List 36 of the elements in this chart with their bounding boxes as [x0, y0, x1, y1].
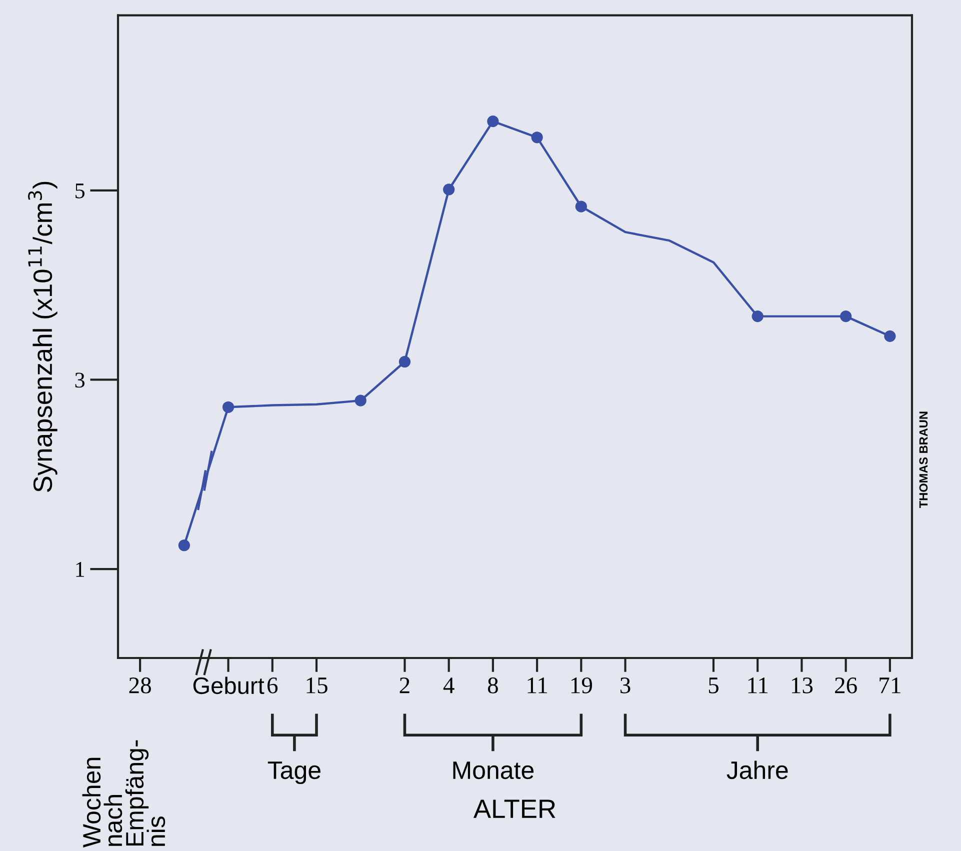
point	[752, 310, 764, 322]
x-tick-label: 4	[443, 678, 454, 694]
x-tick-label: 28	[129, 677, 151, 694]
point	[354, 394, 366, 406]
x-axis-title: ALTER	[474, 800, 556, 818]
x-tick-label: Geburt	[193, 676, 264, 694]
point	[178, 540, 190, 552]
y-tick-label: 3	[75, 372, 85, 388]
text: Tage	[268, 762, 320, 784]
text: THOMAS BRAUN	[919, 412, 928, 508]
x-tick-label: 19	[571, 677, 592, 694]
x-tick-label: 5	[708, 678, 718, 694]
text: Jahre	[726, 760, 788, 780]
text: Monate	[453, 762, 534, 780]
x-tick-label: 15	[306, 678, 328, 694]
x-tick-label: 3	[620, 677, 630, 694]
point	[222, 401, 234, 413]
y-tick-label: 1	[76, 562, 84, 577]
x-tick-label: 8	[488, 677, 498, 694]
x-tick-label: 2	[400, 677, 410, 694]
x-tick-label: 11	[748, 678, 768, 694]
point	[575, 200, 587, 212]
x-tick-label: 13	[792, 677, 813, 694]
x-tick-label: 6	[268, 677, 278, 694]
point	[840, 310, 852, 322]
point	[884, 330, 896, 342]
point	[398, 356, 411, 368]
x-tick-label: 26	[835, 677, 857, 694]
y-tick-label: 5	[76, 184, 85, 198]
y-axis-title: Synapsenzahl (x10$^{11}$/cm$^{3}$)	[28, 182, 58, 492]
text: Wochen nach Empfäng- nis	[82, 740, 166, 848]
x-tick-label: 11	[528, 678, 547, 694]
point	[487, 116, 499, 128]
point	[443, 184, 455, 196]
x-tick-label: 71	[880, 678, 900, 694]
point	[531, 132, 543, 144]
